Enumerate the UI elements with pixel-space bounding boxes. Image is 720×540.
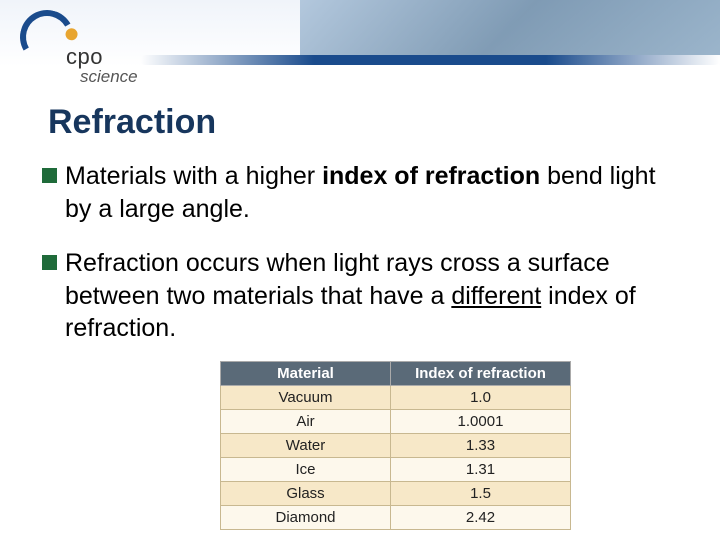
bullet-text: Refraction occurs when light rays cross …: [65, 247, 680, 345]
table-cell: 1.0001: [391, 409, 571, 433]
logo-brand-bottom: science: [80, 68, 138, 85]
table-header-cell: Index of refraction: [391, 361, 571, 385]
table-cell: 1.31: [391, 457, 571, 481]
table-cell: Ice: [221, 457, 391, 481]
table-row: Water1.33: [221, 433, 571, 457]
brand-logo: cpo science: [20, 10, 138, 85]
table-cell: 1.0: [391, 385, 571, 409]
header-banner: cpo science: [0, 0, 720, 95]
table-row: Diamond2.42: [221, 505, 571, 529]
table-cell: Water: [221, 433, 391, 457]
bullet-item: Materials with a higher index of refract…: [42, 160, 680, 225]
bullet-marker-icon: [42, 255, 57, 270]
table-cell: Glass: [221, 481, 391, 505]
table-cell: Diamond: [221, 505, 391, 529]
table-cell: 1.33: [391, 433, 571, 457]
logo-dot-icon: [64, 27, 79, 42]
table-row: Air1.0001: [221, 409, 571, 433]
refraction-table: Material Index of refraction Vacuum1.0Ai…: [220, 361, 571, 530]
logo-text: cpo science: [66, 46, 138, 85]
refraction-table-wrap: Material Index of refraction Vacuum1.0Ai…: [220, 361, 680, 530]
table-cell: 1.5: [391, 481, 571, 505]
banner-stripe: [140, 55, 720, 65]
table-row: Glass1.5: [221, 481, 571, 505]
bullet-marker-icon: [42, 168, 57, 183]
banner-decoration: [300, 0, 720, 55]
table-row: Vacuum1.0: [221, 385, 571, 409]
table-cell: Vacuum: [221, 385, 391, 409]
bullet-item: Refraction occurs when light rays cross …: [42, 247, 680, 345]
table-cell: Air: [221, 409, 391, 433]
bullet-text-bold: index of refraction: [322, 162, 540, 190]
table-row: Ice1.31: [221, 457, 571, 481]
table-header-cell: Material: [221, 361, 391, 385]
bullet-text: Materials with a higher index of refract…: [65, 160, 680, 225]
table-header-row: Material Index of refraction: [221, 361, 571, 385]
bullet-text-underline: different: [451, 282, 541, 310]
slide-content: Refraction Materials with a higher index…: [0, 95, 720, 530]
table-cell: 2.42: [391, 505, 571, 529]
slide-title: Refraction: [48, 103, 680, 142]
bullet-text-pre: Materials with a higher: [65, 162, 322, 190]
